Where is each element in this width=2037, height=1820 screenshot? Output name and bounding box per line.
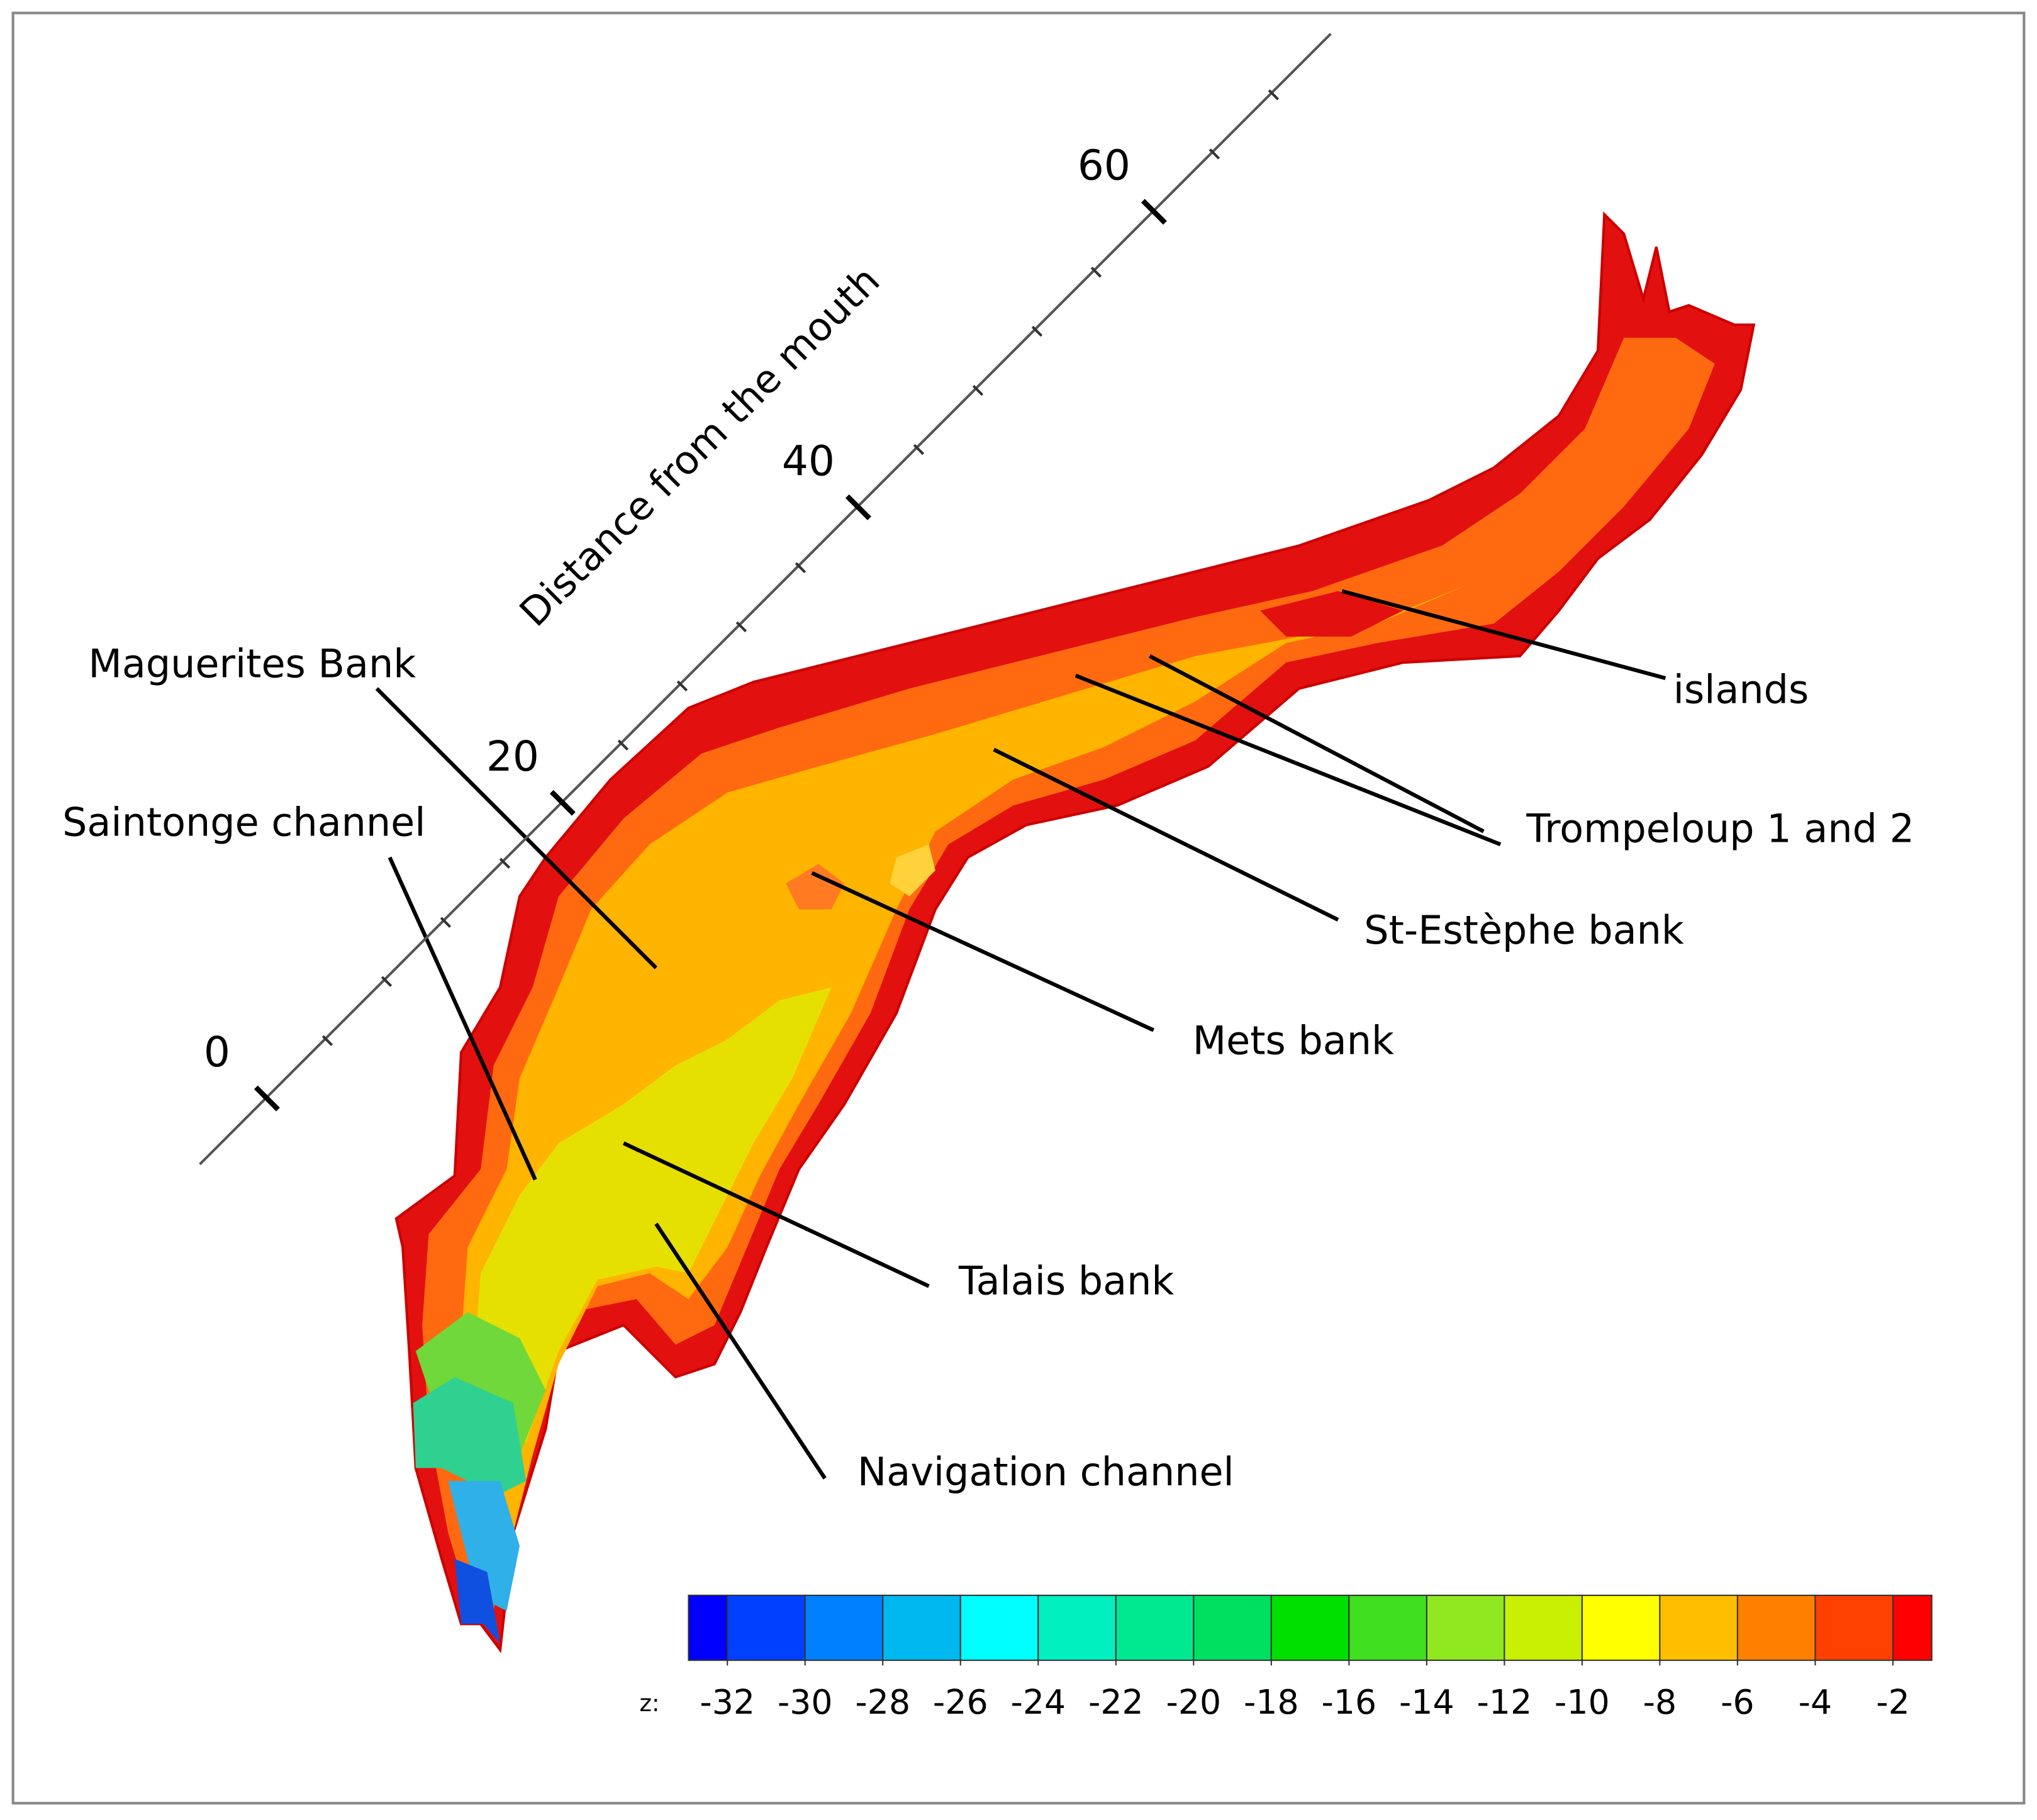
colorbar-tick-label: -20 <box>1166 1682 1221 1722</box>
color-swatch <box>1814 1594 1894 1661</box>
colorbar-tick-label: -6 <box>1721 1682 1755 1722</box>
minor-tick <box>440 917 452 928</box>
leader-line <box>993 747 1339 922</box>
colorbar-tick-label: -28 <box>855 1682 910 1722</box>
leader-line <box>375 687 658 969</box>
color-swatch <box>1892 1594 1933 1661</box>
annotation: Mets bank <box>1193 1017 1394 1063</box>
major-tick <box>254 1085 280 1112</box>
annotation: Maguerites Bank <box>88 640 416 686</box>
axis-tick-label: 40 <box>782 437 835 485</box>
leader-line <box>811 871 1155 1032</box>
color-swatch <box>1348 1594 1427 1661</box>
terrain <box>394 211 1756 1654</box>
color-swatch <box>1037 1594 1117 1661</box>
color-swatch <box>688 1594 728 1661</box>
minor-tick <box>499 857 511 869</box>
color-swatch <box>1659 1594 1738 1661</box>
colorbar-tick-label: -2 <box>1876 1682 1910 1722</box>
axis-tick-label: 0 <box>204 1028 230 1076</box>
minor-tick <box>1090 266 1102 278</box>
colorbar-tick-label: -30 <box>778 1682 833 1722</box>
color-swatch <box>1193 1594 1272 1661</box>
colorbar-tick-label: -4 <box>1799 1682 1833 1722</box>
leader-line <box>654 1222 827 1480</box>
color-swatch <box>1581 1594 1661 1661</box>
minor-tick <box>735 621 747 633</box>
leader-line <box>1074 673 1502 847</box>
colorbar-tick-label: -26 <box>933 1682 988 1722</box>
minor-tick <box>321 1035 333 1046</box>
colorbar-tick-label: -22 <box>1088 1682 1144 1722</box>
annotation: Trompeloup 1 and 2 <box>1526 806 1914 852</box>
axis-tick-label: 60 <box>1078 141 1130 189</box>
minor-tick <box>913 444 925 455</box>
colorbar-tick-label: -18 <box>1244 1682 1299 1722</box>
color-swatch <box>804 1594 884 1661</box>
colorbar-tick-label: -24 <box>1010 1682 1066 1722</box>
colorbar-label: z: <box>640 1689 660 1717</box>
minor-tick <box>1208 148 1220 160</box>
minor-tick <box>381 976 393 987</box>
color-swatch <box>727 1594 806 1661</box>
leader-lines <box>375 589 1666 1480</box>
colorbar-tick-label: -14 <box>1399 1682 1454 1722</box>
annotation: Navigation channel <box>857 1449 1234 1495</box>
annotation: islands <box>1673 667 1809 713</box>
major-tick <box>549 790 576 816</box>
colorbar-tick-label: -32 <box>700 1682 755 1722</box>
minor-tick <box>676 680 688 692</box>
leader-line <box>1149 654 1485 834</box>
minor-tick <box>795 562 806 574</box>
color-swatch <box>1736 1594 1816 1661</box>
major-tick <box>1141 199 1167 225</box>
annotation: Saintonge channel <box>62 799 425 845</box>
annotation: St-Estèphe bank <box>1364 907 1684 953</box>
minor-tick <box>972 384 984 396</box>
leader-line <box>388 856 537 1181</box>
minor-tick <box>617 739 629 751</box>
minor-tick <box>1268 89 1280 101</box>
color-swatch <box>1504 1594 1583 1661</box>
colorbar-tick-label: -10 <box>1554 1682 1610 1722</box>
annotation: Talais bank <box>958 1258 1174 1304</box>
color-swatch <box>959 1594 1039 1661</box>
axis-tick-label: 20 <box>486 732 539 781</box>
colorbar-tick-label: -16 <box>1322 1682 1377 1722</box>
major-tick <box>845 494 871 520</box>
color-swatch <box>1270 1594 1350 1661</box>
color-swatch <box>1115 1594 1195 1661</box>
minor-tick <box>1031 325 1043 337</box>
color-swatch <box>882 1594 961 1661</box>
leader-line <box>622 1141 930 1288</box>
colorbar-tick-label: -12 <box>1477 1682 1532 1722</box>
colorbar-tick-label: -8 <box>1643 1682 1677 1722</box>
color-swatch <box>1426 1594 1505 1661</box>
axis-line <box>199 33 1332 1166</box>
frame <box>11 11 2026 1805</box>
leader-line <box>1341 589 1666 680</box>
